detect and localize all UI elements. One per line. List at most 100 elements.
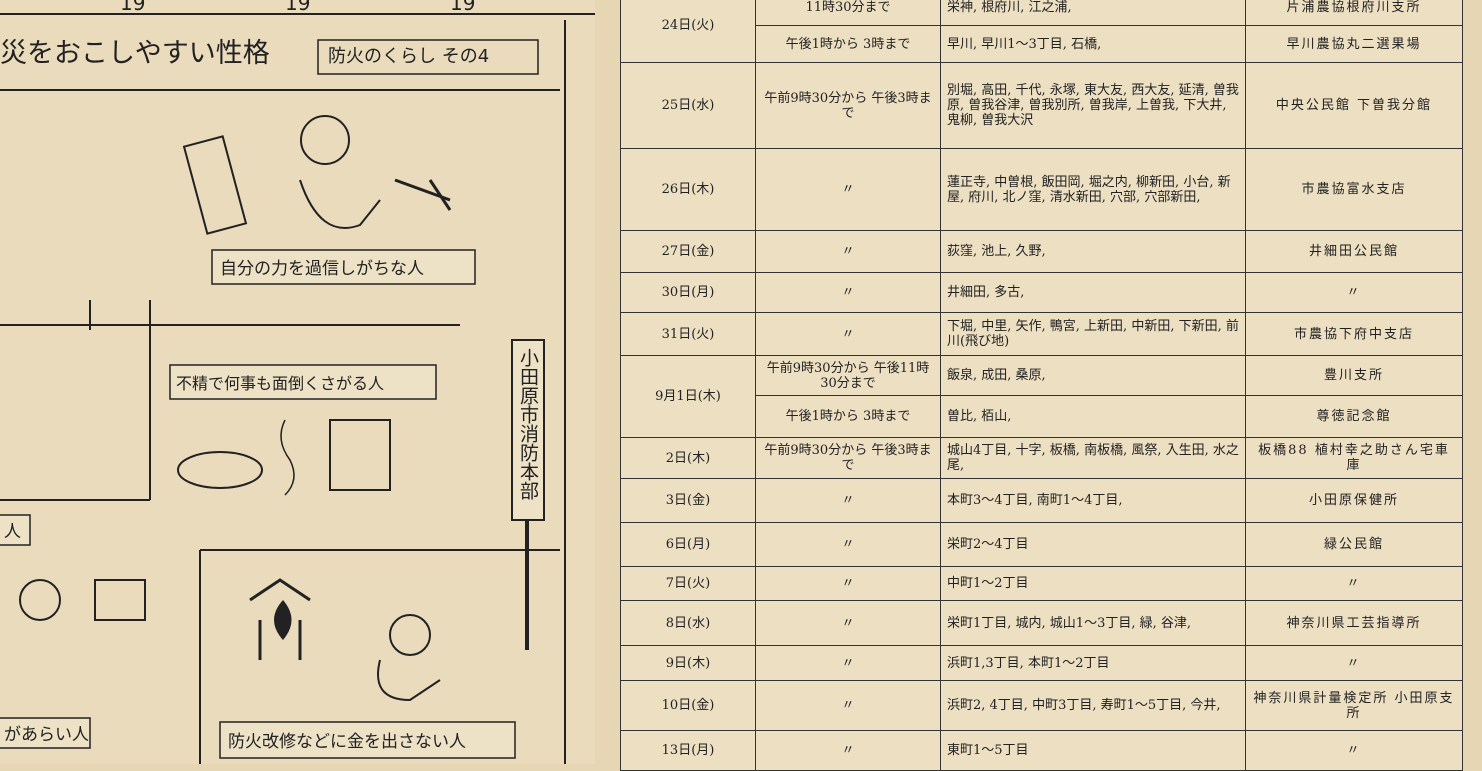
area-cell: 中町1〜2丁目 (940, 566, 1246, 601)
area-cell: 城山4丁目, 十字, 板橋, 南板橋, 風祭, 入生田, 水之尾, (940, 437, 1246, 479)
place-cell: 市農協下府中支店 (1245, 312, 1463, 356)
table-row: 30日(月) 〃井細田, 多古, 〃 (620, 272, 1463, 313)
area-cell: 東町1〜5丁目 (940, 730, 1246, 771)
wastebasket (329, 419, 391, 491)
date-cell: 27日(金) (620, 230, 756, 273)
ashtray (177, 451, 263, 489)
tools (394, 178, 452, 211)
table-row: 6日(月) 〃栄町2〜4丁目 緑公民館 (620, 522, 1463, 567)
caption: 不精で何事も面倒くさがる人 (176, 374, 384, 393)
flame (274, 600, 292, 640)
time-cell: 〃 (755, 645, 941, 681)
caption: 人 (4, 522, 21, 542)
area-cell: 栄町1丁目, 城内, 城山1〜3丁目, 緑, 谷津, (940, 600, 1246, 646)
date-cell: 13日(月) (620, 730, 756, 771)
place-cell: 早川農協丸二選果場 (1245, 25, 1463, 63)
date-cell: 2日(木) (620, 437, 756, 479)
place-cell: 豊川支所 (1245, 355, 1463, 396)
person-head (389, 614, 431, 656)
time-cell: 午前9時30分から 午後3時まで (755, 62, 941, 149)
title: 災をおこしやすい性格 (0, 38, 270, 69)
table-row: 午後1時から 3時まで 早川, 早川1〜3丁目, 石橋, 早川農協丸二選果場 (621, 25, 1463, 63)
date-cell: 7日(火) (620, 566, 756, 601)
table-row: 10日(金) 〃浜町2, 4丁目, 中町3丁目, 寿町1〜5丁目, 今井, 神奈川県… (620, 680, 1463, 731)
area-cell: 浜町1,3丁目, 本町1〜2丁目 (940, 645, 1246, 681)
date-cell: 9月1日(木) (620, 355, 756, 438)
table-row: 13日(月) 〃東町1〜5丁目〃 (620, 730, 1463, 771)
tv (94, 579, 146, 621)
smoke (280, 419, 295, 496)
caption-box (169, 364, 437, 400)
person-body (299, 179, 381, 229)
table-row: 3日(金) 〃本町3〜4丁目, 南町1〜4丁目, 小田原保健所 (620, 478, 1463, 523)
area-cell: 飯泉, 成田, 桑原, (940, 355, 1246, 396)
date-cell: 6日(月) (620, 522, 756, 567)
table-row: 9日(木) 〃浜町1,3丁目, 本町1〜2丁目〃 (620, 645, 1463, 681)
signpost-text: 小田原市消防本部 (517, 348, 539, 500)
date-cell: 8日(水) (620, 600, 756, 646)
schedule-table: 24日(火) 11時30分まで 栄神, 根府川, 江之浦, 片浦農協根府川支所 午後1時… (620, 0, 1463, 771)
table-row: 9月1日(木) 午前9時30分から 午後11時30分まで 飯泉, 成田, 桑原, 豊川… (620, 355, 1463, 438)
date-cell: 25日(水) (620, 62, 756, 149)
date-cell: 31日(火) (620, 312, 756, 356)
series-box (317, 39, 539, 75)
caption: 自分の力を過信しがちな人 (220, 259, 424, 279)
table-row: 2日(木) 午前9時30分から 午後3時まで 城山4丁目, 十字, 板橋, 南板橋,… (620, 437, 1463, 479)
table-row: 7日(火) 〃中町1〜2丁目〃 (620, 566, 1463, 601)
date-cell: 30日(月) (620, 272, 756, 313)
date-cell: 3日(金) (620, 478, 756, 523)
signpost (511, 339, 545, 521)
place-cell: 中央公民館 下曽我分館 (1245, 62, 1463, 149)
table-row: 8日(水) 〃栄町1丁目, 城内, 城山1〜3丁目, 緑, 谷津, 神奈川県工芸指導… (620, 600, 1463, 646)
area-cell: 早川, 早川1〜3丁目, 石橋, (940, 25, 1246, 63)
place-cell: 板橋88 植村幸之助さん宅車庫 (1245, 437, 1463, 479)
caption-box (219, 721, 516, 759)
house-illustration (249, 578, 311, 660)
time-cell: 〃 (755, 522, 941, 567)
place-cell: 〃 (1245, 566, 1463, 601)
time-cell: 〃 (755, 680, 941, 731)
place-cell: 〃 (1245, 730, 1463, 771)
place-cell: 神奈川県工芸指導所 (1245, 600, 1463, 646)
time-cell: 〃 (755, 312, 941, 356)
person-head (300, 115, 350, 165)
area-cell: 蓮正寺, 中曽根, 飯田岡, 堀之内, 柳新田, 小台, 新屋, 府川, 北ノ窪… (940, 148, 1246, 231)
area-cell: 井細田, 多古, (940, 272, 1246, 313)
cartoon-panel: 19 19 19 災をおこしやすい性格 防火のくらし その4 自分の力を過信しが… (0, 0, 595, 764)
area-cell: 別堀, 高田, 千代, 永塚, 東大友, 西大友, 延清, 曽我原, 曽我谷津,… (940, 62, 1246, 149)
date-cell: 24日(火) (620, 0, 756, 63)
strip-number: 19 (450, 0, 475, 15)
table-row: 25日(水) 午前9時30分から 午後3時まで 別堀, 高田, 千代, 永塚, 東大… (620, 62, 1463, 149)
series-title: 防火のくらし その4 (328, 46, 489, 67)
place-cell: 尊徳記念館 (1245, 395, 1463, 438)
table-row: 31日(火) 〃下堀, 中里, 矢作, 鴨宮, 上新田, 中新田, 下新田, 前川… (620, 312, 1463, 356)
strip-number: 19 (120, 0, 145, 15)
person-head (19, 579, 61, 621)
caption: 防火改修などに金を出さない人 (228, 732, 466, 752)
area-cell: 下堀, 中里, 矢作, 鴨宮, 上新田, 中新田, 下新田, 前川(飛び地) (940, 312, 1246, 356)
date-cell: 10日(金) (620, 680, 756, 731)
time-cell: 午後1時から 3時まで (755, 395, 941, 438)
date-cell: 26日(木) (620, 148, 756, 231)
place-cell: 片浦農協根府川支所 (1245, 0, 1463, 26)
person-body (377, 659, 441, 702)
time-cell: 〃 (755, 478, 941, 523)
strip-number: 19 (285, 0, 310, 15)
caption-box (211, 249, 476, 285)
time-cell: 〃 (755, 230, 941, 273)
date-cell: 9日(木) (620, 645, 756, 681)
table-row: 24日(火) 11時30分まで 栄神, 根府川, 江之浦, 片浦農協根府川支所 (620, 0, 1463, 63)
place-cell: 市農協富水支店 (1245, 148, 1463, 231)
place-cell: 井細田公民館 (1245, 230, 1463, 273)
place-cell: 神奈川県計量検定所 小田原支所 (1245, 680, 1463, 731)
place-cell: 〃 (1245, 645, 1463, 681)
table-row: 27日(金) 〃荻窪, 池上, 久野, 井細田公民館 (620, 230, 1463, 273)
area-cell: 栄町2〜4丁目 (940, 522, 1246, 567)
caption: があらい人 (4, 725, 89, 745)
table-row: 26日(木) 〃蓮正寺, 中曽根, 飯田岡, 堀之内, 柳新田, 小台, 新屋, … (620, 148, 1463, 231)
time-cell: 午後1時から 3時まで (755, 25, 941, 63)
time-cell: 〃 (755, 148, 941, 231)
time-cell: 〃 (755, 566, 941, 601)
time-cell: 〃 (755, 730, 941, 771)
